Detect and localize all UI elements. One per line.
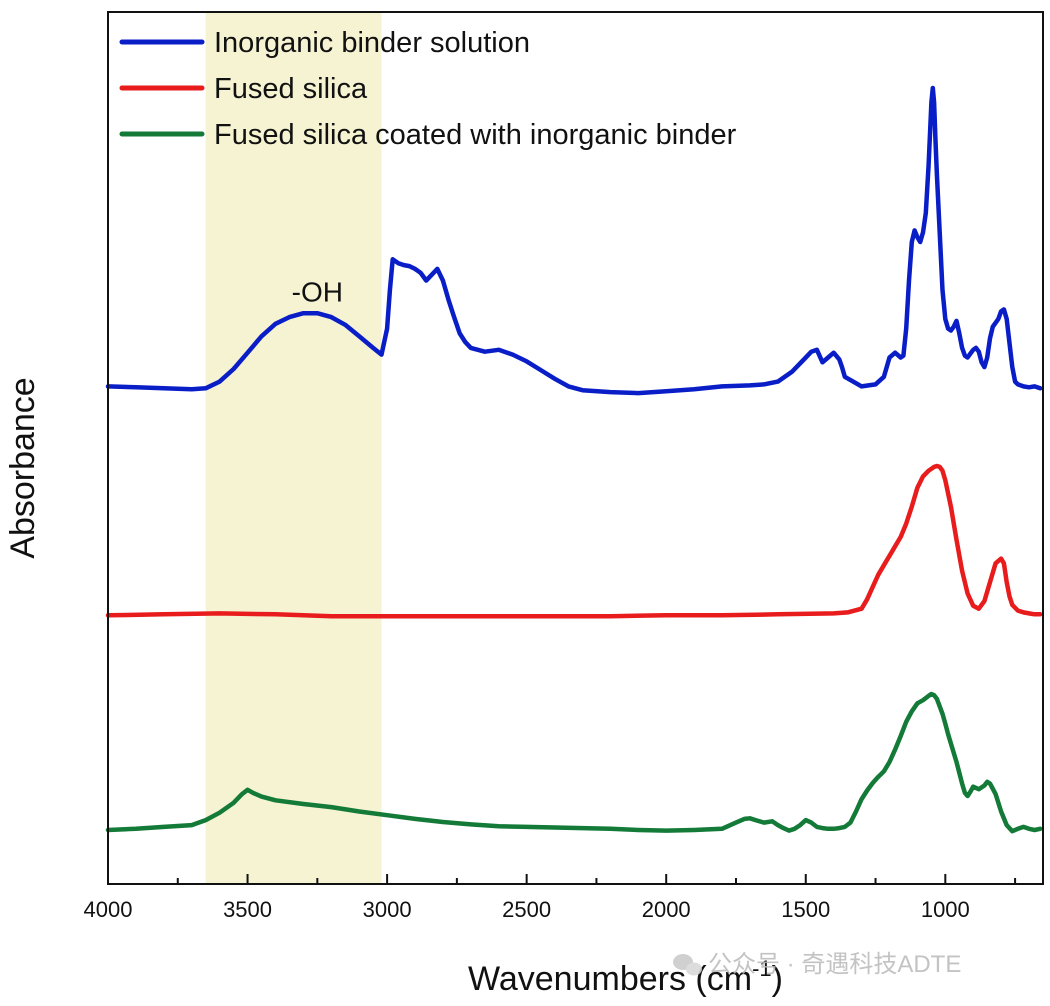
legend-label: Fused silica coated with inorganic binde… — [214, 119, 737, 151]
watermark: 公众号 · 奇遇科技ADTE — [673, 951, 961, 978]
x-tick-label: 1000 — [921, 897, 970, 922]
x-axis-title-close: ) — [772, 960, 783, 998]
x-axis-title-superscript: -1 — [752, 956, 772, 981]
series-line-2 — [105, 463, 1043, 619]
y-axis-title: Absorbance — [4, 377, 42, 558]
annotation-label: -OH — [292, 277, 343, 308]
x-tick-label: 3500 — [223, 897, 272, 922]
x-axis-title: Wavenumbers (cm-1) — [468, 956, 783, 998]
legend-label: Inorganic binder solution — [214, 27, 530, 59]
legend: Inorganic binder solution Fused silica Fus… — [119, 27, 737, 151]
x-tick-label: 2500 — [502, 897, 551, 922]
legend-label: Fused silica — [214, 73, 368, 105]
x-tick-label: 3000 — [363, 897, 412, 922]
x-axis-ticks: 4000 3500 3000 2500 2000 1500 1000 — [84, 874, 1017, 922]
x-tick-label: 1500 — [781, 897, 830, 922]
series-line-1 — [105, 85, 1043, 396]
x-tick-label: 4000 — [84, 897, 133, 922]
x-axis-title-main: Wavenumbers (cm — [468, 960, 752, 998]
series-layer — [105, 85, 1043, 834]
plot-frame — [107, 11, 1044, 885]
x-tick-label: 2000 — [642, 897, 691, 922]
annotations: -OH — [292, 277, 343, 308]
wechat-icon — [673, 954, 702, 976]
series-line-3 — [105, 691, 1043, 834]
oh-highlight-band — [205, 12, 382, 884]
watermark-text: 公众号 · 奇遇科技ADTE — [708, 951, 961, 978]
